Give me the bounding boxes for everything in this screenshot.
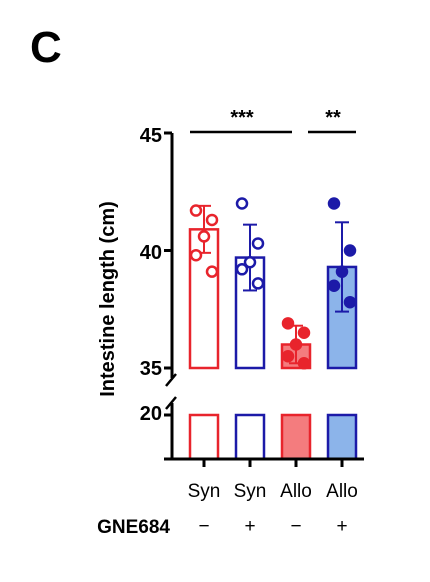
bar-4-data-point-5 [343, 295, 357, 309]
treatment-sign-2: + [244, 516, 255, 537]
treatment-sign-3: − [290, 516, 301, 537]
bar-1-data-point-4 [189, 248, 203, 262]
bar-3-lower-segment [280, 413, 312, 461]
bar-4-lower-segment [326, 413, 358, 461]
panel-label: C [30, 23, 62, 72]
bar-3-data-point-4 [281, 350, 295, 363]
significance-label-2: ** [325, 107, 341, 129]
y-tick-label-40: 40 [140, 242, 162, 264]
significance-label-1: *** [230, 107, 254, 129]
bar-4-data-point-1 [327, 197, 341, 210]
bar-1-data-point-5 [205, 265, 219, 278]
axis-break-mark-bottom [165, 396, 177, 410]
bar-2-data-point-5 [251, 277, 265, 290]
bar-1-data-point-3 [197, 230, 211, 243]
bar-1-lower-segment [188, 413, 220, 461]
bar-3-data-point-1 [281, 317, 295, 330]
bar-3-data-point-2 [297, 326, 311, 339]
bar-2-lower-segment [234, 413, 266, 461]
y-tick-label-35: 35 [140, 358, 162, 380]
bar-1-data-point-1 [189, 204, 203, 217]
y-tick-label-45: 45 [140, 125, 162, 147]
x-category-label-allo-1: Allo [280, 481, 312, 502]
axis-break-gap [158, 380, 358, 401]
x-category-label-syn-1: Syn [188, 481, 221, 502]
bar-4-data-point-3 [335, 265, 349, 278]
y-axis-label: Intestine length (cm) [97, 201, 119, 397]
treatment-sign-1: − [198, 516, 209, 537]
axis-break-mark-top [165, 373, 177, 387]
bar-2-data-point-2 [251, 237, 265, 250]
bar-2-data-point-4 [235, 263, 249, 276]
bar-1-data-point-2 [205, 213, 219, 227]
x-category-label-syn-2: Syn [234, 481, 267, 502]
bar-3-data-point-3 [289, 338, 303, 351]
y-tick-label-20: 20 [140, 403, 162, 425]
bar-3-data-point-5 [297, 357, 311, 370]
bar-2-data-point-1 [235, 197, 249, 210]
bar-2-data-point-3 [243, 256, 257, 269]
treatment-sign-4: + [336, 516, 347, 537]
x-category-label-allo-2: Allo [326, 481, 358, 502]
bar-4-data-point-4 [327, 279, 341, 292]
bar-4-data-point-2 [343, 244, 357, 257]
treatment-row-label: GNE684 [97, 517, 170, 538]
